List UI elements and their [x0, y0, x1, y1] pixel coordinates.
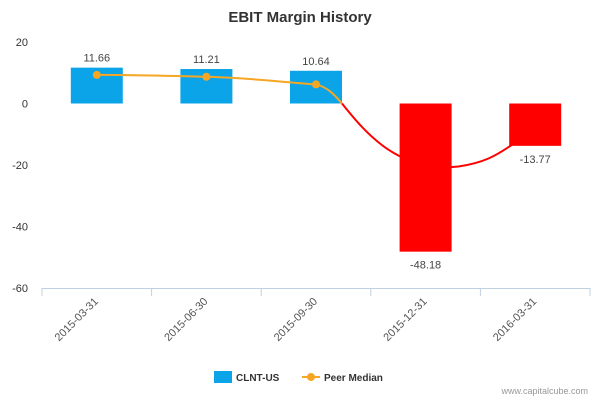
peer-median-line-negative	[341, 102, 526, 169]
data-labels: 11.66 11.21 10.64 -48.18 -13.77	[83, 53, 550, 272]
legend: CLNT-US Peer Median	[214, 371, 383, 384]
x-tick-label: 2016-03-31	[491, 296, 539, 344]
legend-swatch-peer-marker	[307, 373, 315, 381]
bar-2016-03-31	[509, 103, 562, 146]
y-tick-label: 20	[16, 37, 28, 49]
data-label: 10.64	[302, 56, 330, 68]
data-label: 11.66	[83, 53, 110, 65]
legend-label-peer: Peer Median	[324, 373, 383, 384]
x-tick-label: 2015-09-30	[272, 296, 320, 344]
legend-label-clnt: CLNT-US	[236, 373, 280, 384]
peer-median-line-positive	[96, 73, 343, 105]
peer-median-point	[92, 70, 101, 79]
y-tick-label: -20	[12, 160, 28, 172]
peer-median-point	[202, 72, 211, 81]
data-label: -48.18	[410, 260, 441, 272]
x-tick-label: 2015-12-31	[381, 296, 429, 344]
legend-swatch-clnt	[214, 371, 232, 383]
y-tick-label: -60	[12, 283, 28, 295]
data-label: 11.21	[193, 54, 220, 66]
x-tick-label: 2015-03-31	[53, 296, 101, 344]
bar-2015-12-31	[399, 103, 452, 252]
data-label: -13.77	[520, 154, 551, 166]
peer-median-line	[92, 70, 526, 169]
y-tick-label: -40	[12, 222, 28, 234]
peer-median-point	[312, 80, 320, 89]
credit-text: www.capitalcube.com	[500, 386, 588, 396]
chart-title: EBIT Margin History	[228, 9, 372, 26]
y-tick-label: 0	[22, 99, 28, 111]
x-tick-label: 2015-06-30	[162, 296, 210, 344]
